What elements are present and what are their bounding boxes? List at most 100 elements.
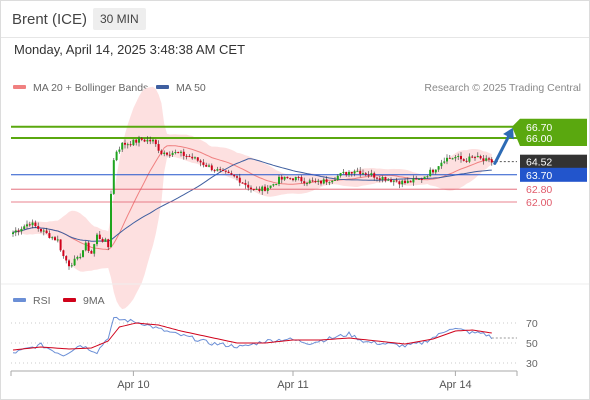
candle-body [471,156,474,158]
candle-body [308,180,311,184]
candle-body [152,139,154,142]
indicator-legend: MA 20 + Bollinger Bands MA 50 [13,82,206,94]
candle-body [31,222,34,226]
rsi-line [12,316,493,357]
candle-body [96,234,98,245]
candle-body [423,176,426,179]
candle-body [395,180,398,182]
candle-body [457,155,460,157]
time-tick-label: Apr 11 [277,379,309,391]
candle-body [90,250,93,254]
candle-body [42,230,45,232]
candle-body [230,173,233,175]
candle-body [462,159,465,161]
candle-body [488,158,490,160]
candle-body [62,250,65,257]
candle-body [437,166,440,170]
candle-body [266,187,269,191]
candle-body [76,256,79,259]
candle-body [485,158,488,161]
candle-body [54,237,56,241]
candle-body [468,156,471,162]
candle-body [107,239,110,248]
candle-body [373,173,376,178]
ma50-legend-swatch [156,85,169,89]
candle-body [286,176,289,179]
instrument-title: Brent (ICE) [12,11,88,28]
candle-body [429,169,432,177]
time-axis: Apr 10 Apr 11 Apr 14 [10,370,518,391]
candle-body [317,180,320,182]
candle-body [264,186,266,191]
resistance-tag [512,118,587,146]
candle-body [465,160,468,162]
candle-body [451,158,454,160]
candle-body [84,242,87,251]
candle-body [140,138,143,140]
candle-body [73,258,76,266]
candle-body [40,228,42,232]
rsi-level-label: 50 [526,338,538,350]
candle-body [12,232,14,235]
chart-datetime: Monday, April 14, 2025 3:48:38 AM CET [14,42,246,57]
candle-body [222,169,224,171]
timeframe-badge[interactable]: 30 MIN [93,8,146,30]
rsi-panel: 70 50 30 [11,316,538,370]
bollinger-band-area [13,86,492,310]
ma20-legend-label: MA 20 + Bollinger Bands [33,82,148,94]
candle-body [101,238,104,242]
rsi-legend-swatch [13,298,26,302]
candle-body [460,155,462,160]
level-label: 62.00 [526,197,552,209]
candle-body [191,156,194,159]
candle-body [328,182,331,184]
candle-body [443,161,446,163]
candle-body [93,244,96,254]
candle-body [219,169,222,171]
candle-body [247,184,250,188]
candle-body [325,179,328,183]
rsi-legend-label: RSI [33,295,51,307]
candle-body [180,151,182,153]
candle-body [112,160,115,194]
candle-body [124,142,126,145]
candle-body [255,188,258,190]
candle-body [154,139,157,145]
candle-body [306,183,308,185]
candle-body [294,176,297,181]
candle-body [202,162,205,165]
candle-body [479,155,482,159]
rsi-ma-line [12,322,492,351]
bollinger-bands [13,86,492,310]
time-tick-label: Apr 10 [117,379,149,391]
level-label: 66.00 [526,133,552,145]
candle-body [331,180,334,183]
rsi-level-label: 30 [526,358,538,370]
candle-body [213,170,216,172]
candle-body [490,159,493,163]
candle-body [320,180,322,184]
level-label: 63.70 [526,170,552,182]
research-credit: Research © 2025 Trading Central [424,82,581,94]
candles [12,135,493,270]
candle-body [118,149,121,152]
ma20-legend-swatch [13,85,26,89]
candle-body [98,234,101,239]
candle-body [420,178,423,180]
candle-body [440,162,443,167]
candle-body [182,151,185,156]
candle-body [390,179,392,182]
forecast-arrow-shaft [493,135,510,165]
candle-body [216,169,219,171]
candle-body [283,176,286,180]
candle-body [364,173,367,175]
candle-body [345,171,348,175]
candle-body [392,180,395,182]
candle-body [23,226,26,230]
candle-body [168,154,171,156]
candle-body [241,182,244,184]
rsi-ma-legend-swatch [63,298,76,302]
candle-body [297,176,300,178]
candle-body [381,176,384,180]
